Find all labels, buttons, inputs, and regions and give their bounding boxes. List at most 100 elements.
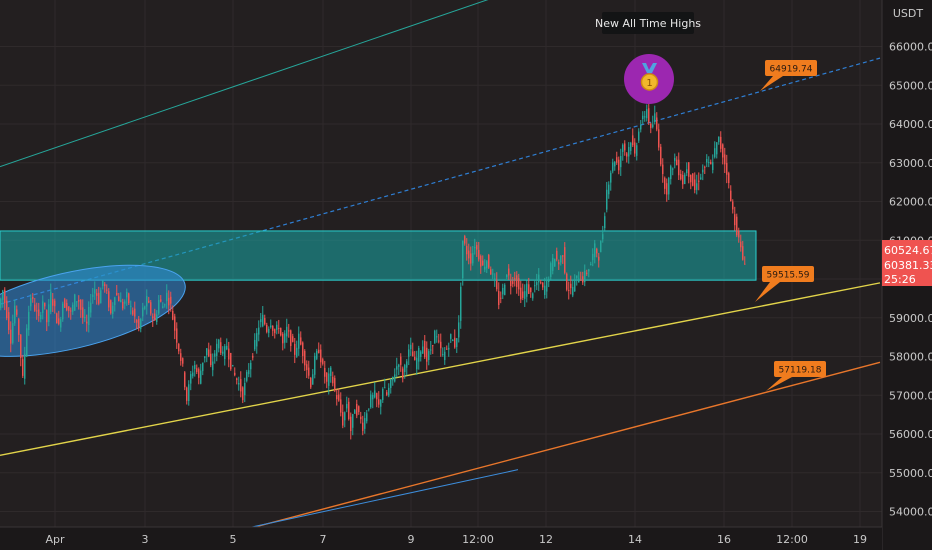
price-tick-label: 66000.00 [889,41,932,54]
candle-body [336,394,338,400]
candle-body [226,345,228,350]
candle-body [120,299,122,303]
candle-body [634,142,636,154]
candle-body [66,302,68,311]
candle-body [262,314,264,327]
candle-body [92,294,94,297]
candle-body [462,240,464,279]
candle-body [196,368,198,373]
candle-body [248,370,250,375]
candle-body [154,313,156,321]
candle-body [556,250,558,260]
candle-body [630,142,632,151]
candle-body [96,293,98,296]
candle-body [94,289,96,294]
candle-body [376,393,378,400]
candle-body [384,387,386,389]
price-tick-label: 55000.00 [889,467,932,480]
candle-body [510,280,512,287]
candle-body [70,310,72,312]
candle-body [306,364,308,371]
candle-body [738,230,740,238]
orange-support-line [254,361,881,528]
previous-price-value: 60381.33 [884,259,932,272]
candle-body [50,291,52,312]
price-tick-label: 63000.00 [889,157,932,170]
candle-body [428,351,430,361]
candle-body [726,162,728,175]
candle-body [654,113,656,123]
medal-number: 1 [646,78,652,89]
candle-body [14,305,16,324]
time-tick-label: 12 [539,533,553,546]
time-tick-label: 5 [230,533,237,546]
candle-body [512,281,514,285]
candle-body [652,124,654,128]
candle-body [320,349,322,363]
candle-body [490,269,492,275]
candle-body [712,162,714,171]
candle-body [484,266,486,270]
candle-body [332,376,334,384]
candle-body [704,166,706,168]
candle-body [494,278,496,281]
candle-body [452,340,454,342]
candle-body [466,245,468,255]
candle-body [690,174,692,183]
candle-body [176,328,178,343]
callout-pointer [755,282,780,302]
callout-tag-label: 59515.59 [767,271,810,281]
candle-body [64,299,66,308]
candle-body [396,366,398,370]
candle-body [416,357,418,370]
candle-body [80,300,82,310]
price-tick-label: 59000.00 [889,312,932,325]
candle-body [504,284,506,295]
candle-body [442,354,444,356]
candle-body [48,304,50,323]
candle-body [632,135,634,146]
candle-body [146,296,148,307]
candle-body [326,372,328,382]
candle-body [8,312,10,330]
candle-body [736,216,738,236]
time-axis[interactable]: Apr 3 5 7 9 12:00 12 14 16 12:00 19 [0,526,882,550]
candle-body [706,159,708,163]
candle-body [166,292,168,301]
candle-body [58,318,60,325]
candle-body [108,291,110,308]
candle-body [208,349,210,357]
candle-body [588,269,590,272]
candle-body [156,314,158,323]
candle-body [492,273,494,275]
candle-body [460,286,462,321]
candle-body [456,338,458,347]
candle-body [414,356,416,360]
price-axis[interactable]: USDT 54000.00 55000.00 56000.00 57000.00 5800… [881,0,932,550]
candle-body [228,348,230,360]
candle-body [192,372,194,377]
annotation-title-box [602,12,694,34]
candle-body [514,278,516,280]
candle-body [312,374,314,385]
time-tick-label: Apr [45,533,65,546]
candle-body [282,333,284,344]
candle-body [276,324,278,330]
candle-body [522,291,524,298]
candle-body [390,379,392,388]
candle-body [688,162,690,177]
candle-body [76,301,78,303]
candle-body [468,250,470,259]
candle-body [566,273,568,290]
candle-body [578,278,580,283]
candle-body [714,148,716,158]
candle-body [168,297,170,306]
candle-body [382,389,384,400]
candles [0,103,746,440]
candle-body [472,253,474,264]
candle-body [170,296,172,304]
candle-body [450,334,452,339]
candle-body [658,129,660,148]
candle-body [616,157,618,163]
